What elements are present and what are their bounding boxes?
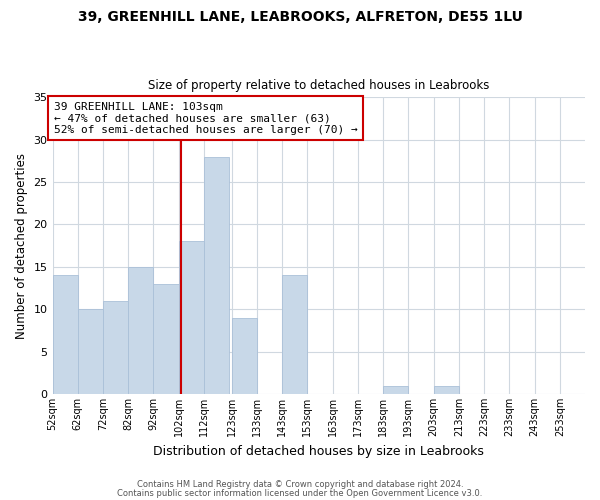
Text: 39 GREENHILL LANE: 103sqm
← 47% of detached houses are smaller (63)
52% of semi-: 39 GREENHILL LANE: 103sqm ← 47% of detac…: [54, 102, 358, 135]
Text: Contains HM Land Registry data © Crown copyright and database right 2024.: Contains HM Land Registry data © Crown c…: [137, 480, 463, 489]
Bar: [434, 386, 459, 394]
Bar: [232, 318, 257, 394]
Bar: [383, 386, 409, 394]
Bar: [78, 309, 103, 394]
Bar: [128, 267, 154, 394]
Bar: [103, 301, 128, 394]
Text: 39, GREENHILL LANE, LEABROOKS, ALFRETON, DE55 1LU: 39, GREENHILL LANE, LEABROOKS, ALFRETON,…: [77, 10, 523, 24]
Bar: [204, 156, 229, 394]
Y-axis label: Number of detached properties: Number of detached properties: [15, 152, 28, 338]
Bar: [53, 276, 78, 394]
Title: Size of property relative to detached houses in Leabrooks: Size of property relative to detached ho…: [148, 79, 490, 92]
Bar: [154, 284, 179, 394]
Text: Contains public sector information licensed under the Open Government Licence v3: Contains public sector information licen…: [118, 488, 482, 498]
Bar: [179, 242, 204, 394]
X-axis label: Distribution of detached houses by size in Leabrooks: Distribution of detached houses by size …: [154, 444, 484, 458]
Bar: [282, 276, 307, 394]
